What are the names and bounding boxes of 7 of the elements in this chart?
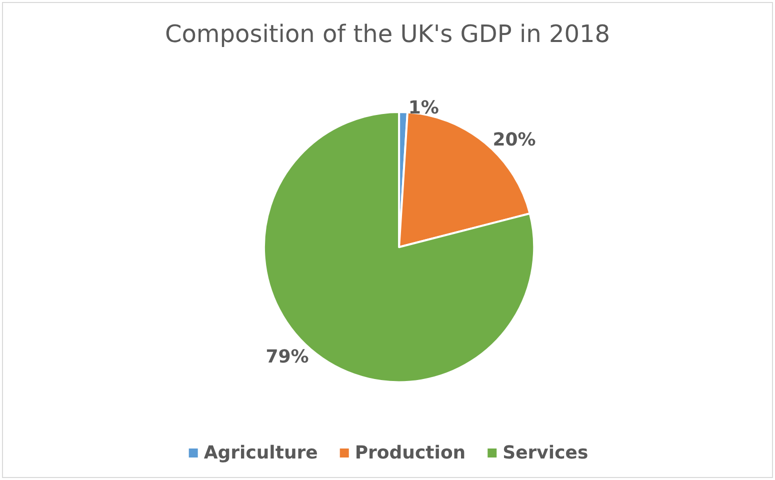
- data-label: 20%: [492, 129, 536, 150]
- data-label: 1%: [408, 98, 439, 119]
- data-label: 79%: [266, 346, 309, 368]
- legend-label: Production: [354, 442, 466, 464]
- legend-label: Agriculture: [204, 442, 318, 464]
- chart-title: Composition of the UK's GDP in 2018: [164, 20, 610, 48]
- legend-label: Services: [502, 442, 588, 464]
